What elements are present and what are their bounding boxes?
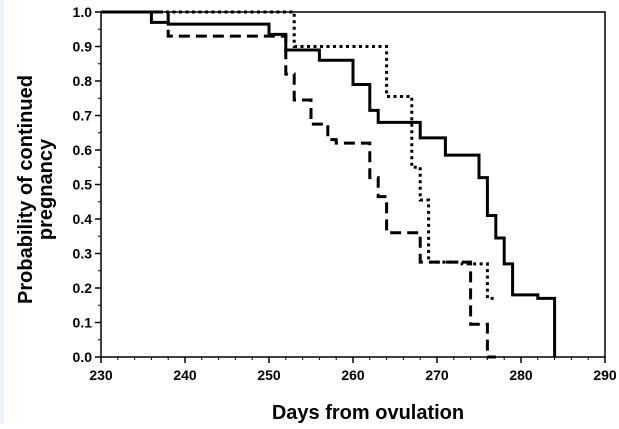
x-tick-label: 240 xyxy=(173,367,197,383)
y-tick-label: 0.9 xyxy=(73,39,93,55)
y-tick-label: 0.0 xyxy=(73,349,93,365)
series-dashed-line xyxy=(101,10,496,359)
x-axis-ticks: 230 240 250 260 270 280 290 xyxy=(89,357,617,383)
x-tick-label: 260 xyxy=(341,367,365,383)
y-axis-ticks: 0.0 0.1 0.2 0.3 0.4 0.5 0.6 0.7 0.8 0.9 1.0 xyxy=(73,4,101,365)
x-tick-label: 250 xyxy=(257,367,281,383)
y-axis-title: Probability of continuedpregnancy xyxy=(15,75,57,304)
y-tick-label: 0.3 xyxy=(73,246,93,262)
y-tick-label: 1.0 xyxy=(73,4,93,20)
x-axis-title: Days from ovulation xyxy=(272,402,464,424)
y-tick-label: 0.4 xyxy=(73,211,93,227)
x-tick-label: 230 xyxy=(89,367,113,383)
y-tick-label: 0.7 xyxy=(73,108,93,124)
y-tick-label: 0.8 xyxy=(73,73,93,89)
x-tick-label: 280 xyxy=(509,367,533,383)
x-tick-label: 290 xyxy=(593,367,617,383)
x-tick-label: 270 xyxy=(425,367,449,383)
y-tick-label: 0.1 xyxy=(73,315,93,331)
series-dotted-line xyxy=(101,10,496,300)
page-edge-strip xyxy=(0,0,4,424)
y-tick-label: 0.2 xyxy=(73,280,93,296)
series-lines xyxy=(101,10,557,359)
y-tick-label: 0.6 xyxy=(73,142,93,158)
y-tick-label: 0.5 xyxy=(73,177,93,193)
series-solid-line xyxy=(101,10,557,357)
